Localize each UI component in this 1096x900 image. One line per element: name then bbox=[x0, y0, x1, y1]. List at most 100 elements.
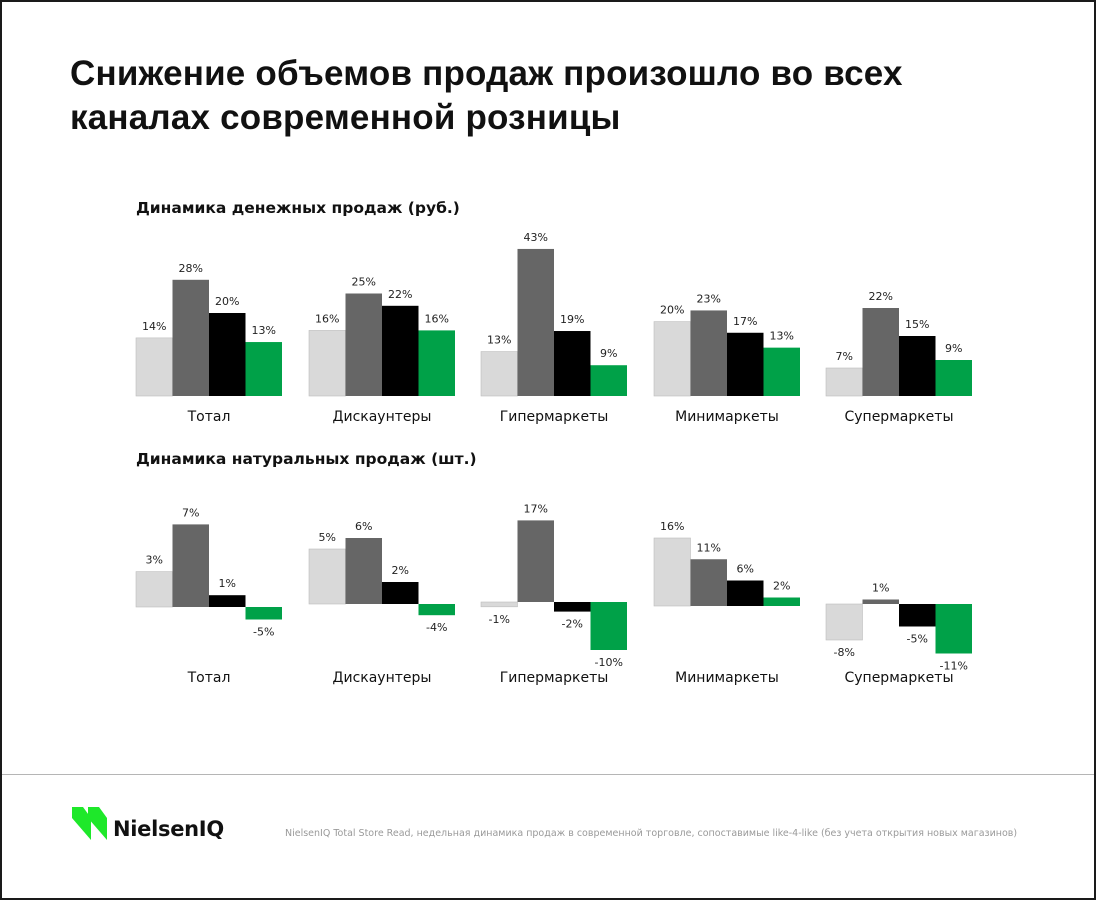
bar-group-monetary-0: 14% 28% 20% 13% Тотал bbox=[135, 262, 282, 425]
data-label: 15% bbox=[905, 318, 929, 331]
data-label: -2% bbox=[562, 618, 583, 631]
data-label: 22% bbox=[388, 288, 412, 301]
footer-divider bbox=[2, 774, 1094, 775]
bar bbox=[899, 604, 936, 627]
category-label: Тотал bbox=[187, 670, 231, 686]
data-label: 3% bbox=[146, 554, 163, 567]
data-label: 20% bbox=[215, 295, 239, 308]
bar-group-volume-3: 16% 11% 6% 2% Минимаркеты bbox=[653, 520, 800, 686]
bar bbox=[554, 602, 591, 612]
bar bbox=[899, 336, 936, 396]
category-label: Минимаркеты bbox=[675, 670, 779, 686]
data-label: 13% bbox=[770, 330, 794, 343]
data-label: -1% bbox=[489, 613, 510, 626]
bar bbox=[418, 604, 455, 616]
bar bbox=[345, 538, 382, 604]
data-label: -11% bbox=[940, 660, 968, 673]
category-label: Супермаркеты bbox=[844, 409, 953, 425]
data-label: 25% bbox=[352, 276, 376, 289]
data-label: 23% bbox=[697, 292, 721, 305]
bar bbox=[480, 601, 518, 608]
bar-group-monetary-1: 16% 25% 22% 16% Дискаунтеры bbox=[308, 276, 455, 425]
bar bbox=[825, 603, 863, 641]
bar-group-volume-4: -8% 1% -5% -11%Супермаркеты bbox=[825, 582, 972, 686]
bar-group-monetary-2: 13% 43% 19% 9% Гипермаркеты bbox=[480, 231, 627, 425]
data-label: 16% bbox=[425, 312, 449, 325]
bar-group-volume-2: -1% 17% -2% -10%Гипермаркеты bbox=[480, 502, 627, 686]
bar bbox=[418, 330, 455, 396]
category-label: Гипермаркеты bbox=[500, 670, 609, 686]
bar bbox=[727, 332, 764, 396]
bar bbox=[653, 537, 691, 607]
data-label: 11% bbox=[697, 541, 721, 554]
data-label: 14% bbox=[142, 320, 166, 333]
bar bbox=[862, 599, 899, 604]
bar bbox=[135, 571, 173, 608]
bar-charts: 14% 28% 20% 13% Тотал 16% 25% 22% 16% Дискаунтеры… bbox=[135, 231, 972, 686]
data-label: 13% bbox=[252, 324, 276, 337]
data-label: 9% bbox=[945, 342, 962, 355]
category-label: Дискаунтеры bbox=[333, 409, 432, 425]
data-label: 7% bbox=[836, 350, 853, 363]
bar bbox=[245, 607, 282, 620]
bar bbox=[763, 347, 800, 396]
bar bbox=[590, 365, 627, 396]
bar-group-volume-1: 5% 6% 2% -4% Дискаунтеры bbox=[308, 520, 455, 686]
data-label: -4% bbox=[426, 621, 447, 634]
bar bbox=[517, 248, 554, 396]
bar bbox=[245, 342, 282, 396]
data-label: 17% bbox=[524, 502, 548, 515]
data-label: 9% bbox=[600, 347, 617, 360]
data-label: 22% bbox=[869, 290, 893, 303]
data-label: 5% bbox=[319, 531, 336, 544]
category-label: Супермаркеты bbox=[844, 670, 953, 686]
bar bbox=[172, 279, 209, 396]
bar bbox=[590, 602, 627, 650]
bar bbox=[690, 559, 727, 606]
chart-title-volume: Динамика натуральных продаж (шт.) bbox=[136, 450, 477, 468]
data-label: 1% bbox=[219, 577, 236, 590]
data-label: -8% bbox=[834, 646, 855, 659]
data-label: 1% bbox=[872, 582, 889, 595]
bar bbox=[308, 330, 346, 397]
data-label: 13% bbox=[487, 334, 511, 347]
bar bbox=[727, 580, 764, 606]
bar bbox=[382, 582, 419, 604]
data-label: 2% bbox=[773, 580, 790, 593]
data-label: 17% bbox=[733, 315, 757, 328]
bar-group-monetary-4: 7% 22% 15% 9% Супермаркеты bbox=[825, 290, 972, 425]
bar-group-volume-0: 3% 7% 1% -5% Тотал bbox=[135, 506, 282, 686]
bar bbox=[862, 308, 899, 396]
logo-text: NielsenIQ bbox=[113, 817, 224, 841]
nielseniq-logo: NielsenIQ bbox=[72, 805, 252, 847]
data-label: 28% bbox=[179, 262, 203, 275]
category-label: Минимаркеты bbox=[675, 409, 779, 425]
bar bbox=[480, 351, 518, 397]
bar bbox=[382, 305, 419, 396]
chart-title-monetary: Динамика денежных продаж (руб.) bbox=[136, 199, 460, 217]
data-label: 19% bbox=[560, 313, 584, 326]
bar bbox=[653, 321, 691, 397]
bar bbox=[935, 360, 972, 396]
data-label: 6% bbox=[737, 563, 754, 576]
category-label: Тотал bbox=[187, 409, 231, 425]
category-label: Дискаунтеры bbox=[333, 670, 432, 686]
data-label: 7% bbox=[182, 506, 199, 519]
bar bbox=[135, 337, 173, 397]
bar bbox=[172, 524, 209, 607]
category-label: Гипермаркеты bbox=[500, 409, 609, 425]
bar bbox=[308, 548, 346, 605]
source-note: NielsenIQ Total Store Read, недельная ди… bbox=[285, 828, 1018, 839]
data-label: 20% bbox=[660, 304, 684, 317]
bar bbox=[690, 310, 727, 396]
data-label: -10% bbox=[595, 656, 623, 669]
bar bbox=[935, 604, 972, 654]
bar bbox=[517, 520, 554, 602]
data-label: 2% bbox=[392, 564, 409, 577]
data-label: -5% bbox=[907, 633, 928, 646]
bar-group-monetary-3: 20% 23% 17% 13% Минимаркеты bbox=[653, 292, 800, 425]
bar bbox=[554, 331, 591, 396]
data-label: 6% bbox=[355, 520, 372, 533]
bar bbox=[345, 293, 382, 396]
logo-mark-icon bbox=[72, 807, 107, 840]
